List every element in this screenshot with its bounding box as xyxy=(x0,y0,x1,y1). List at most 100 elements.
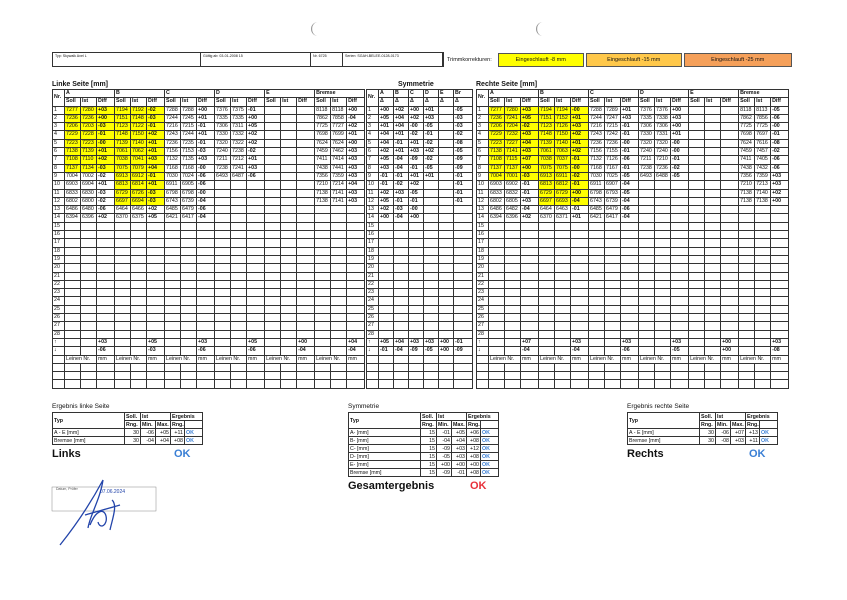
cell xyxy=(754,263,772,273)
cell: +08 xyxy=(466,436,481,445)
cell xyxy=(146,321,166,331)
cell: 7137 xyxy=(488,163,505,173)
cell xyxy=(638,296,656,306)
row: 5 7223 7227 +04 7139 7140 +01 7236 7236 -00 7320 73… xyxy=(476,138,790,149)
cell: +01 xyxy=(196,130,216,140)
cell: -01 xyxy=(451,468,467,477)
header-row: Typ Soll. Ist Ergebnis xyxy=(52,412,204,429)
cell xyxy=(604,379,622,389)
cell xyxy=(196,221,216,232)
line-label: mm xyxy=(620,354,640,364)
header-field: Serien: SGAH-BELEE-0128-0173 xyxy=(343,53,443,66)
cell xyxy=(654,188,672,198)
cell: OK xyxy=(758,436,779,445)
cell xyxy=(720,171,740,182)
cell: E- [mm] xyxy=(348,460,421,469)
cell xyxy=(246,296,266,306)
cell xyxy=(423,238,439,248)
cell xyxy=(214,213,232,223)
cell xyxy=(280,196,298,207)
cell: 7240 xyxy=(654,147,672,157)
row-number: 5 xyxy=(476,138,489,149)
cell xyxy=(280,312,298,323)
cell xyxy=(80,230,97,240)
sub-header: Soll xyxy=(64,97,81,107)
cell xyxy=(519,230,540,240)
cell: 7288 xyxy=(164,105,182,115)
cell xyxy=(346,296,366,306)
extreme-row: ↑ +07 +03 +03 +03 +00 +03 xyxy=(476,337,790,348)
cell: 6375 xyxy=(130,213,148,223)
cell xyxy=(638,205,656,215)
cell xyxy=(620,263,640,273)
cell: -01 xyxy=(246,105,266,115)
cell: 7203 xyxy=(80,122,97,132)
cell xyxy=(214,180,232,190)
cell: 7247 xyxy=(604,113,622,124)
cell xyxy=(146,362,166,373)
cell xyxy=(130,329,148,339)
cell xyxy=(770,263,790,273)
symmetry-title: Symmetrie xyxy=(398,81,434,88)
cell: -01 xyxy=(196,122,216,132)
row-number: 13 xyxy=(476,205,489,215)
cell: 7236 xyxy=(588,138,606,149)
cell xyxy=(393,288,409,298)
cell: 7862 xyxy=(738,113,756,124)
cell: -02 xyxy=(393,180,409,190)
cell xyxy=(314,379,332,389)
cell: 6902 xyxy=(504,180,521,190)
cell xyxy=(393,312,409,323)
cell: -01 xyxy=(570,155,590,165)
cell: 6805 xyxy=(504,196,521,207)
row-number: 27 xyxy=(476,321,489,331)
row-number: 19 xyxy=(366,254,379,265)
result-table: Typ Soll. Ist Ergebnis Rng. Min. Max. Rng. A - E… xyxy=(52,412,204,445)
cell: +04 xyxy=(519,138,540,149)
cell xyxy=(330,362,348,373)
cell: -06 xyxy=(196,205,216,215)
row-number: 3 xyxy=(366,122,379,132)
cell xyxy=(720,362,740,373)
cell xyxy=(638,312,656,323)
cell: -08 xyxy=(715,436,731,445)
cell xyxy=(670,246,690,256)
row: 2 7236 7241 +05 7151 7152 +01 7244 7247 +03 7335 73… xyxy=(476,113,790,124)
cell: -00 xyxy=(570,163,590,173)
cell xyxy=(64,246,81,256)
cell xyxy=(264,288,282,298)
cell: 6421 xyxy=(164,213,182,223)
cell xyxy=(654,254,672,265)
row-number: 1 xyxy=(52,105,65,115)
cell xyxy=(180,254,198,265)
cell: 7335 xyxy=(214,113,232,124)
cell xyxy=(704,122,722,132)
cell xyxy=(378,329,394,339)
group-header: E xyxy=(264,88,316,99)
cell xyxy=(620,271,640,281)
cell xyxy=(230,312,248,323)
row: 8 7137 7134 -03 7075 7079 +04 7168 7168 -00 7238 72… xyxy=(52,163,366,173)
cell xyxy=(770,230,790,240)
cell: +04 xyxy=(451,436,467,445)
cell: +01 xyxy=(393,130,409,140)
cell xyxy=(654,180,672,190)
cell: 6905 xyxy=(180,180,198,190)
cell xyxy=(146,246,166,256)
cell xyxy=(654,337,672,348)
cell: +00 xyxy=(720,337,740,348)
cell xyxy=(704,288,722,298)
cell xyxy=(519,379,540,389)
cell xyxy=(64,362,81,373)
cell xyxy=(504,321,521,331)
cell: 7002 xyxy=(80,171,97,182)
cell xyxy=(264,238,282,248)
sub-header: Diff xyxy=(196,97,216,107)
cell xyxy=(378,279,394,290)
cell xyxy=(638,362,656,373)
cell xyxy=(453,312,473,323)
cell: OK xyxy=(758,428,779,437)
row-number: 17 xyxy=(366,238,379,248)
row-number: 14 xyxy=(366,213,379,223)
cell xyxy=(314,337,332,348)
